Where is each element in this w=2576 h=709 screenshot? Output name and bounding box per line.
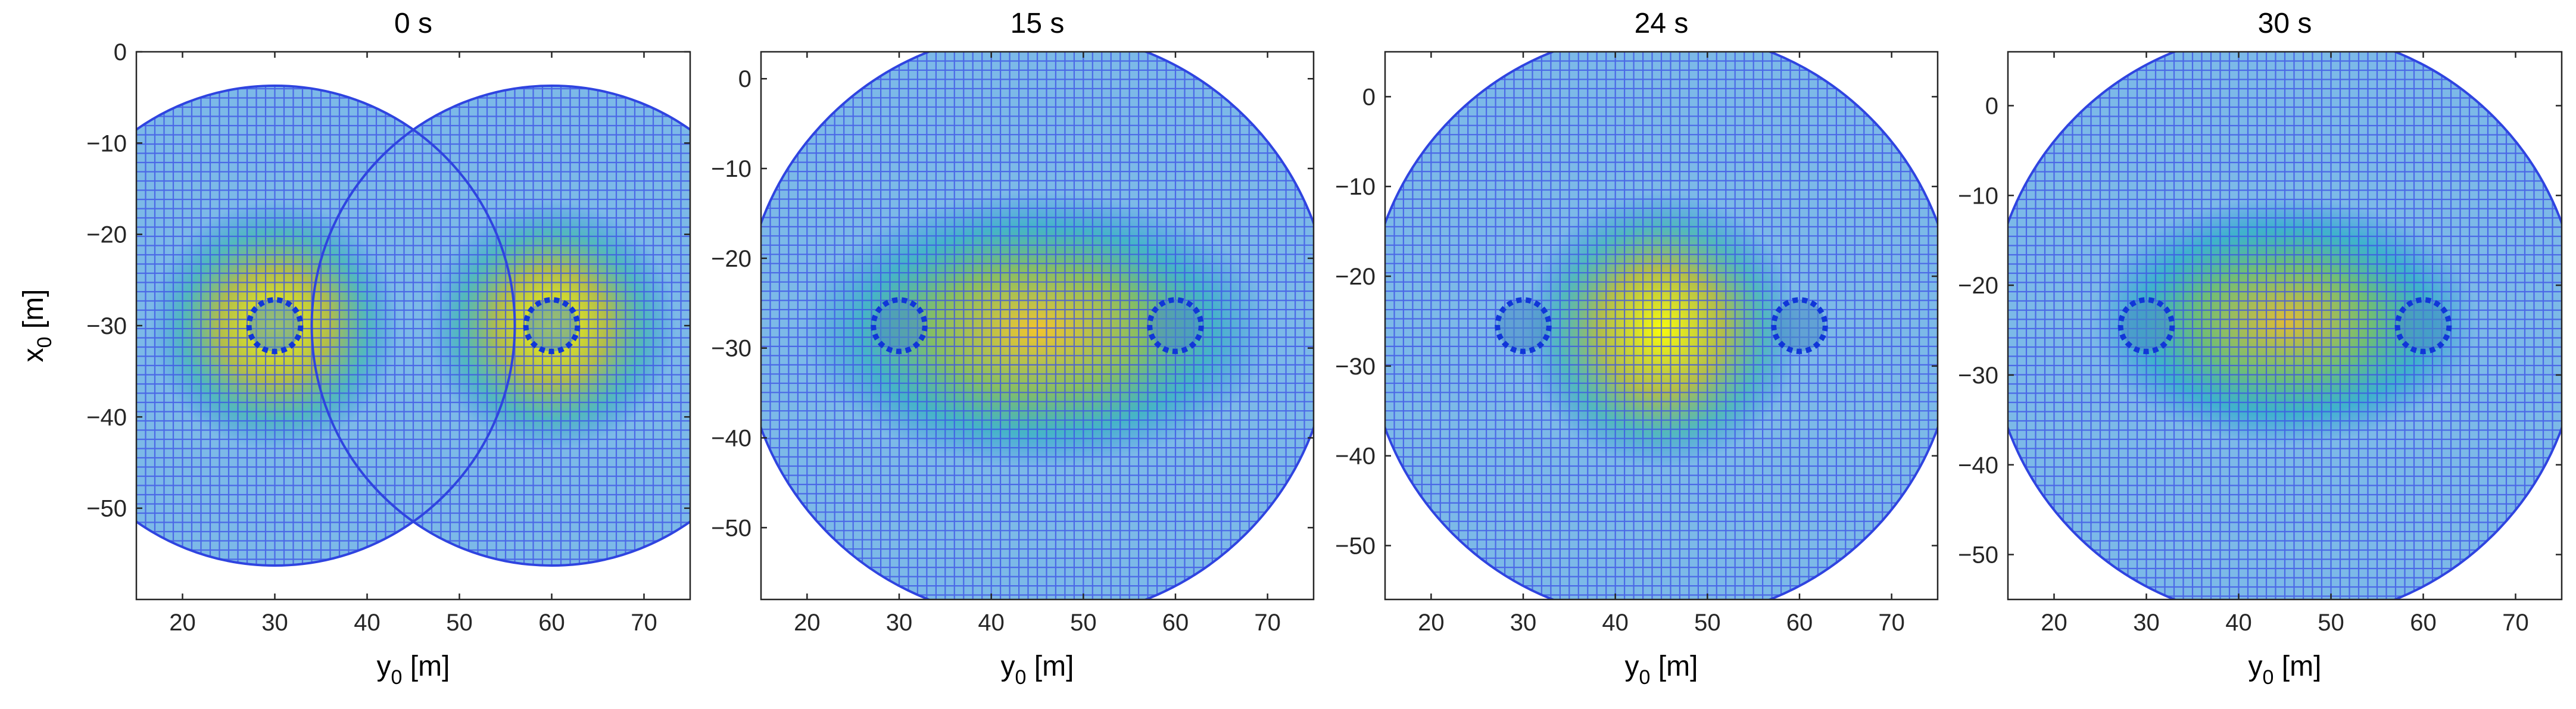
x-tick-label: 30 [1510, 610, 1537, 636]
domain-boundary [310, 85, 690, 567]
y-tick-label: −20 [711, 246, 751, 272]
x-axis-label: y0 [m] [1001, 651, 1074, 689]
panel-title: 0 s [394, 8, 432, 39]
x-tick-label: 60 [538, 610, 565, 636]
y-tick-label: −40 [1958, 452, 1998, 479]
y-tick-label: −50 [1335, 533, 1376, 560]
obstacle-marker [2394, 297, 2452, 354]
x-tick-label: 70 [1878, 610, 1905, 636]
obstacle-marker [1147, 297, 1204, 354]
x-tick-label: 20 [1418, 610, 1445, 636]
x-axis-label: y0 [m] [2248, 651, 2322, 689]
y-tick-label: −30 [86, 313, 127, 339]
y-tick-label: −50 [1958, 542, 1998, 569]
y-tick-label: −40 [711, 426, 751, 452]
panel-2: 20 30 40 50 60 70 0 −10 −20 −30 −40 −50 24 s y0 [m] [1335, 8, 1939, 689]
obstacle-marker [871, 297, 928, 354]
y-tick-label: −10 [1335, 174, 1376, 200]
x-tick-label: 60 [1162, 610, 1189, 636]
field-layer [136, 85, 690, 567]
axes-box [2007, 51, 2563, 601]
axes-box [760, 51, 1315, 601]
panel-3: 20 30 40 50 60 70 0 −10 −20 −30 −40 −50 30 s y0 [m] [1958, 8, 2563, 689]
y-tick-label: −30 [711, 336, 751, 362]
obstacle-marker [523, 297, 581, 354]
axes-box [1384, 51, 1939, 601]
x-tick-label: 50 [446, 610, 473, 636]
x-tick-label: 50 [1070, 610, 1097, 636]
panel-title: 30 s [2258, 8, 2312, 39]
obstacle-marker [1771, 297, 1828, 354]
x-tick-label: 40 [1602, 610, 1629, 636]
y-tick-label: −30 [1335, 354, 1376, 380]
y-tick-label: −20 [1335, 264, 1376, 290]
y-tick-label: −40 [1335, 443, 1376, 470]
x-tick-label: 70 [631, 610, 657, 636]
field-layer [2008, 52, 2562, 599]
x-tick-label: 40 [354, 610, 381, 636]
mesh-grid [2008, 52, 2562, 599]
y-tick-label: 0 [738, 66, 751, 92]
field-layer [761, 52, 1314, 599]
mesh-grid [136, 86, 690, 566]
x-tick-label: 50 [2318, 610, 2344, 636]
y-tick-label: −50 [711, 515, 751, 541]
x-tick-label: 40 [978, 610, 1005, 636]
mesh-grid [1385, 52, 1938, 599]
y-tick-label: −10 [86, 130, 127, 157]
obstacle-marker [2117, 297, 2175, 354]
x-axis-label: y0 [m] [1625, 651, 1698, 689]
field-layer [1385, 52, 1938, 599]
panel-title: 24 s [1635, 8, 1689, 39]
y-tick-label: −10 [1958, 183, 1998, 209]
y-tick-label: −30 [1958, 363, 1998, 389]
x-tick-label: 60 [1786, 610, 1813, 636]
x-tick-label: 30 [261, 610, 288, 636]
domain-boundary [136, 85, 516, 567]
x-axis-label: y0 [m] [377, 651, 450, 689]
mesh-grid [761, 52, 1314, 599]
y-tick-label: −10 [711, 156, 751, 182]
y-tick-label: −20 [1958, 273, 1998, 299]
x-tick-label: 20 [794, 610, 821, 636]
panel-1: 20 30 40 50 60 70 0 −10 −20 −30 −40 −50 15 s y0 [m] [711, 8, 1315, 689]
obstacle-marker [246, 297, 304, 354]
panel-title: 15 s [1011, 8, 1065, 39]
x-tick-label: 40 [2225, 610, 2252, 636]
x-tick-label: 20 [169, 610, 196, 636]
x-tick-label: 60 [2410, 610, 2437, 636]
obstacle-marker [1495, 297, 1552, 354]
y-tick-label: −50 [86, 496, 127, 522]
x-tick-label: 20 [2041, 610, 2067, 636]
y-tick-label: 0 [1362, 84, 1376, 110]
y-tick-label: 0 [1985, 93, 1998, 119]
y-tick-label: −40 [86, 404, 127, 430]
x-tick-label: 30 [2133, 610, 2160, 636]
y-tick-label: 0 [114, 39, 127, 65]
panel-0: 20 30 40 50 60 70 0 −10 −20 −30 −40 −50 0 s y0 [m] x0 … [18, 8, 691, 689]
x-tick-label: 70 [1254, 610, 1281, 636]
x-tick-label: 30 [886, 610, 913, 636]
y-tick-label: −20 [86, 222, 127, 248]
x-tick-label: 50 [1694, 610, 1721, 636]
x-tick-label: 70 [2502, 610, 2529, 636]
y-axis-label: x0 [m] [18, 289, 56, 363]
